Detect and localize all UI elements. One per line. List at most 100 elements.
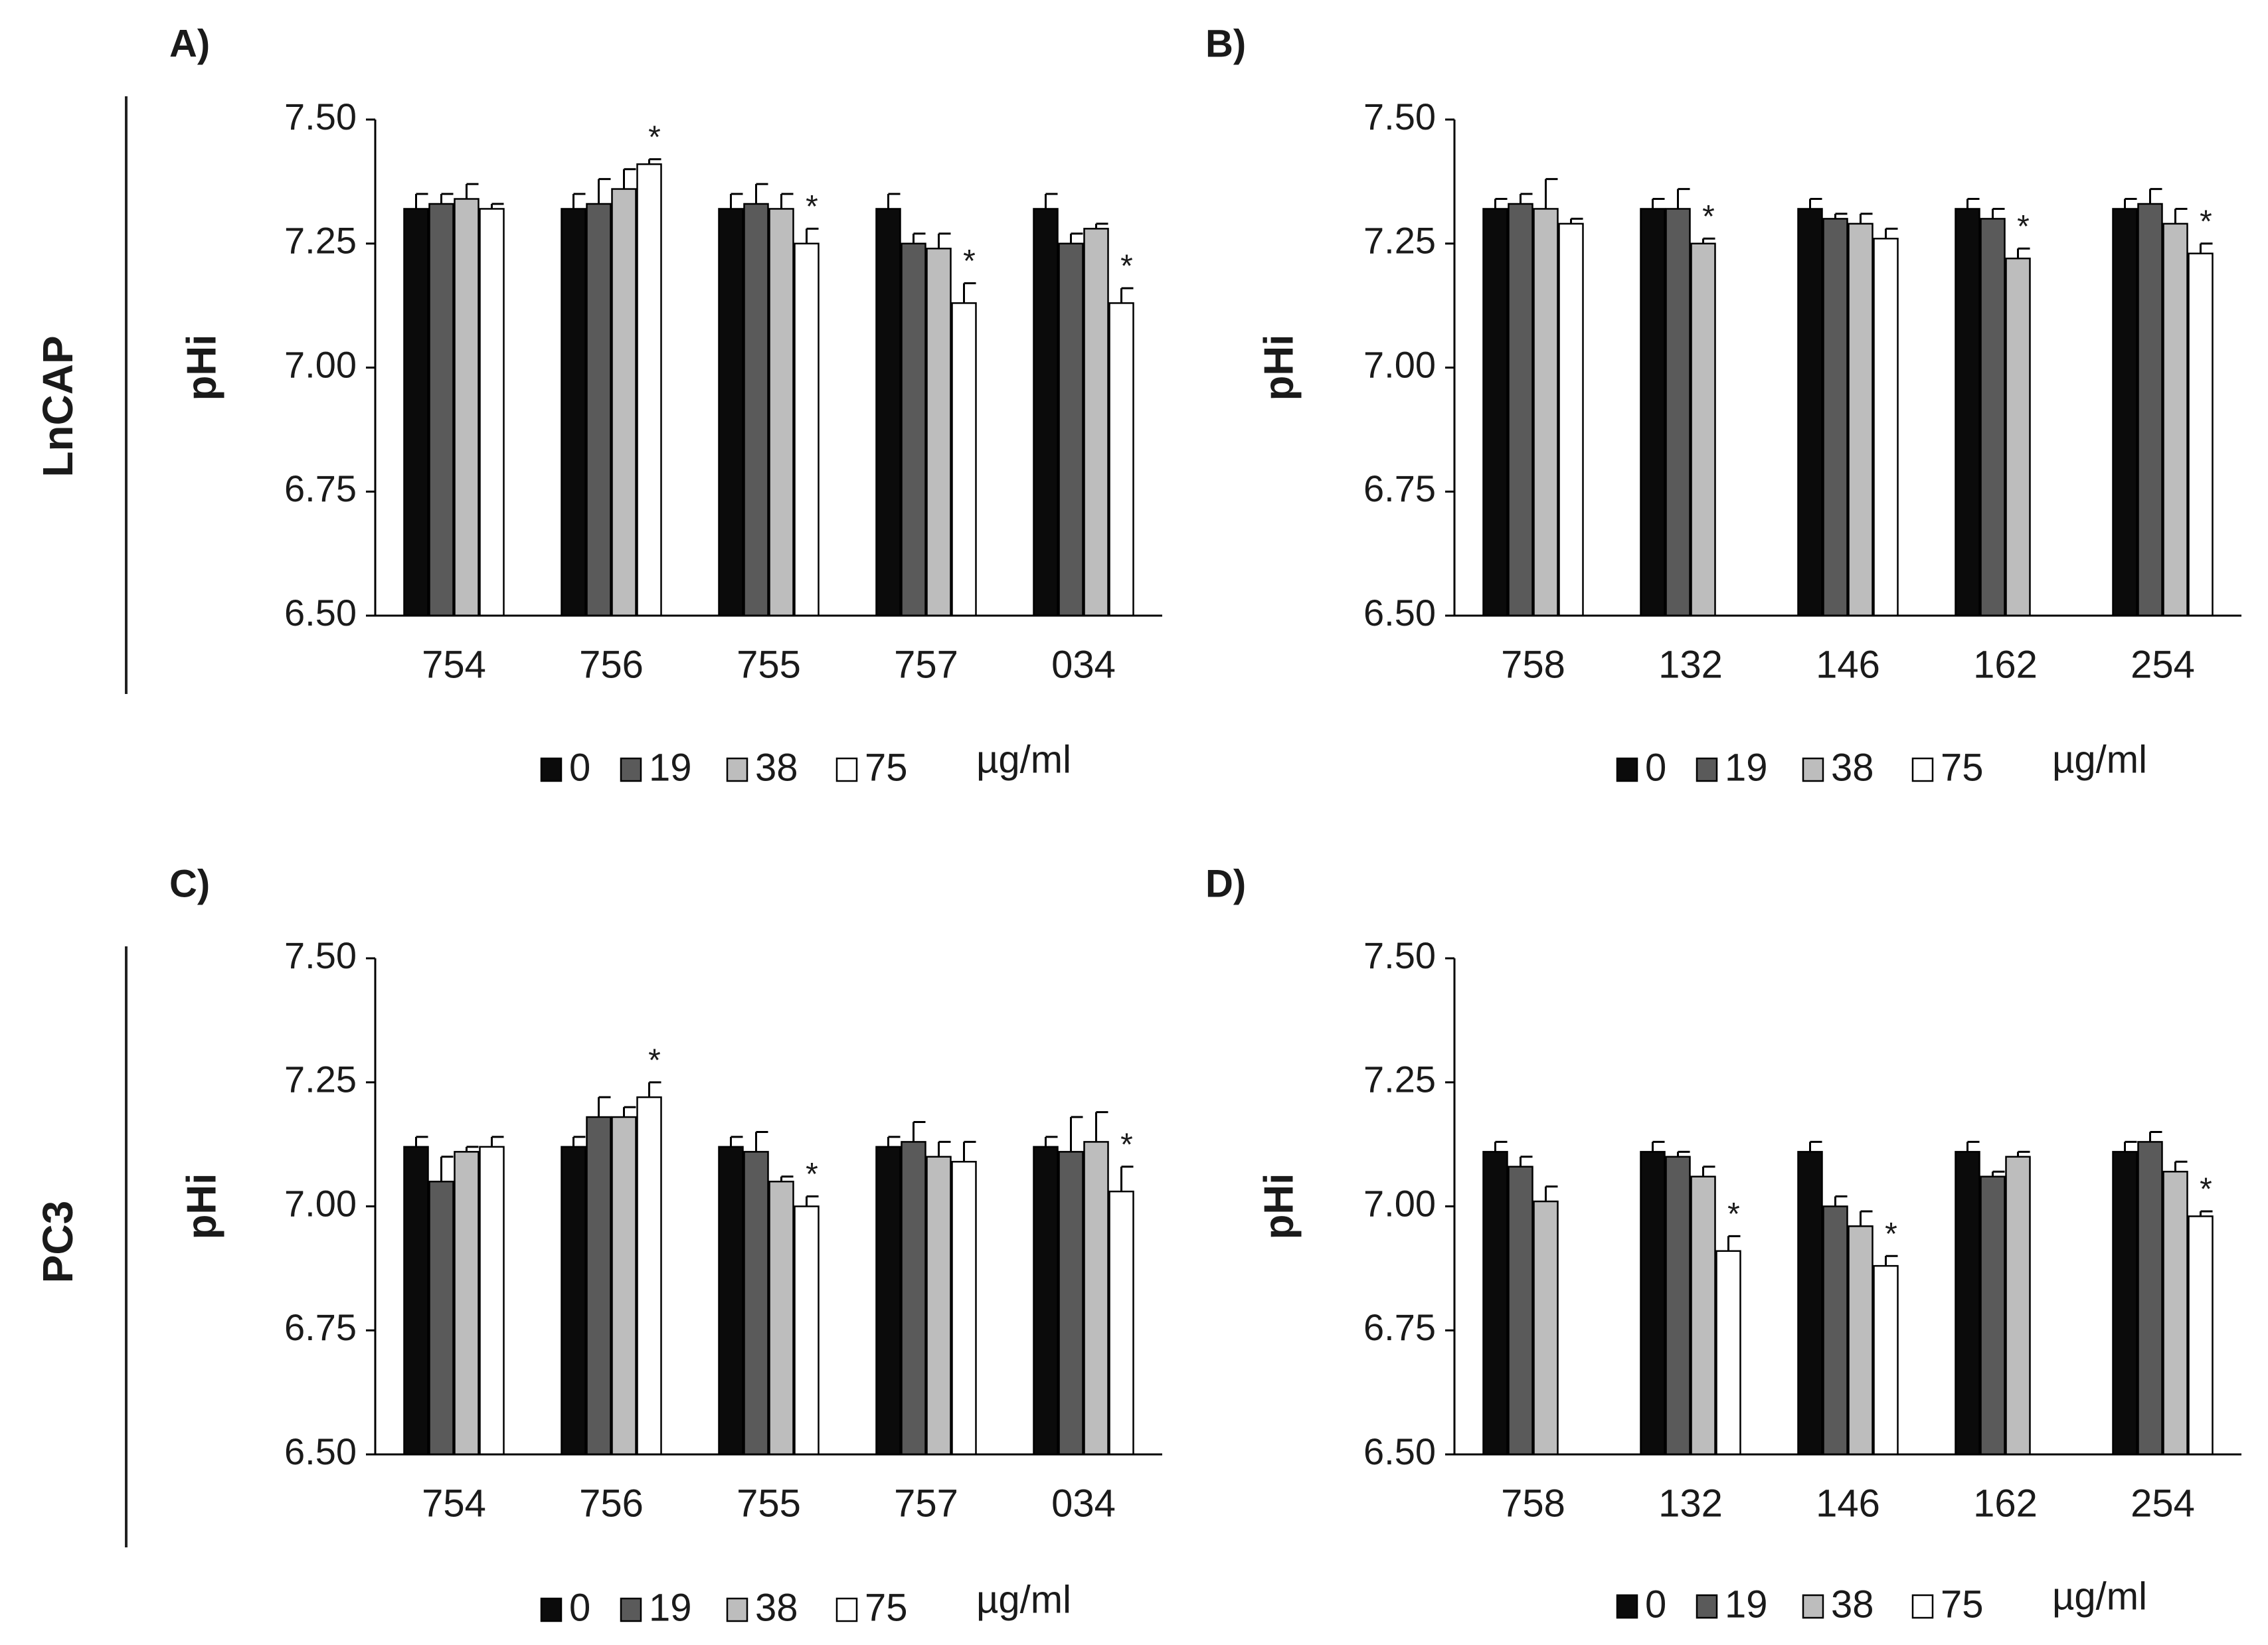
y-tick-label: 7.25 — [1363, 1059, 1436, 1100]
bar-034-38 — [1083, 228, 1109, 617]
bar-756-75 — [636, 163, 662, 617]
significance-marker: * — [1702, 199, 1715, 234]
bar-756-19 — [586, 203, 612, 617]
bar-034-0 — [1033, 1146, 1059, 1456]
bar-758-75 — [1558, 222, 1584, 617]
bar-146-0 — [1797, 1151, 1823, 1456]
chart-panels: A)pHi6.506.757.007.257.50754*756*755*757… — [169, 22, 2241, 1629]
bar-162-19 — [1980, 1175, 2006, 1456]
bar-756-0 — [561, 1146, 586, 1456]
x-tick-label: 254 — [2131, 643, 2195, 686]
bar-132-38 — [1690, 242, 1716, 617]
bar-132-19 — [1665, 208, 1691, 617]
legend-label: 19 — [1725, 746, 1768, 789]
legend-swatch-19 — [620, 1597, 642, 1622]
bar-146-38 — [1848, 222, 1874, 617]
legend-swatch-0 — [540, 757, 563, 782]
bar-034-0 — [1033, 208, 1059, 617]
x-tick-label: 034 — [1051, 643, 1116, 686]
y-axis-label: pHi — [1256, 1173, 1302, 1240]
legend-label: 38 — [1831, 746, 1874, 789]
legend-swatch-38 — [726, 757, 748, 782]
legend: 0 19 38 75 µg/ml — [540, 1578, 1071, 1629]
row-labels: LnCAP PC3 — [34, 96, 128, 1547]
bar-757-19 — [901, 242, 926, 617]
legend: 0 19 38 75 µg/ml — [1616, 738, 2147, 789]
bar-756-75 — [636, 1096, 662, 1456]
bar-758-0 — [1482, 1151, 1508, 1456]
x-tick-label: 755 — [737, 643, 801, 686]
legend-swatch-0 — [540, 1597, 563, 1622]
bar-254-75 — [2188, 252, 2214, 617]
bar-146-19 — [1822, 218, 1848, 617]
bar-146-38 — [1848, 1225, 1874, 1456]
bar-758-38 — [1533, 208, 1559, 617]
y-axis-label: pHi — [179, 1173, 224, 1240]
legend-label: 19 — [649, 746, 692, 789]
y-tick-label: 7.25 — [284, 1059, 357, 1100]
significance-marker: * — [648, 120, 661, 155]
bar-034-19 — [1058, 1151, 1084, 1456]
bar-754-75 — [479, 1146, 505, 1456]
bar-162-0 — [1955, 208, 1980, 617]
legend-swatch-19 — [620, 757, 642, 782]
x-tick-label: 146 — [1816, 1482, 1880, 1525]
legend-label: 0 — [1645, 1583, 1666, 1626]
x-tick-label: 132 — [1658, 1482, 1723, 1525]
x-tick-label: 756 — [579, 1482, 644, 1525]
legend: 0 19 38 75 µg/ml — [1616, 1575, 2147, 1626]
significance-marker: * — [2017, 209, 2030, 244]
bar-755-0 — [718, 208, 744, 617]
legend-label: 0 — [569, 1586, 590, 1629]
panel-a: A)pHi6.506.757.007.257.50754*756*755*757… — [169, 22, 1162, 789]
bar-757-75 — [951, 1161, 977, 1456]
legend-swatch-0 — [1616, 1594, 1638, 1619]
panel-d: D) pHi 6.50 6.75 7.00 7.25 7.50 758 * 132 * 146 162 *… — [1205, 862, 2241, 1626]
bar-254-0 — [2112, 1151, 2138, 1456]
bar-758-19 — [1508, 1166, 1533, 1456]
bar-162-19 — [1980, 218, 2006, 617]
legend-swatch-38 — [1802, 757, 1824, 782]
panel-letter: D) — [1205, 862, 1246, 905]
y-tick-label: 7.25 — [1363, 220, 1436, 262]
bar-754-0 — [403, 1146, 429, 1456]
panel-b: B) pHi 6.50 6.75 7.00 7.25 7.50 758 * 132 146 * 162 *… — [1205, 22, 2241, 789]
bar-758-0 — [1482, 208, 1508, 617]
row-label-lncap: LnCAP — [34, 335, 82, 477]
bar-754-19 — [428, 203, 454, 617]
bar-146-0 — [1797, 208, 1823, 617]
y-tick-label: 7.00 — [284, 343, 357, 385]
y-tick-label: 6.75 — [284, 1306, 357, 1348]
y-tick-label: 7.00 — [1363, 343, 1436, 385]
panel-letter: B) — [1205, 22, 1246, 65]
legend-label: 38 — [755, 746, 798, 789]
bar-757-0 — [875, 1146, 901, 1456]
bar-034-75 — [1108, 302, 1134, 617]
legend-swatch-38 — [726, 1597, 748, 1622]
bar-162-0 — [1955, 1151, 1980, 1456]
bar-754-38 — [454, 1151, 480, 1456]
y-tick-label: 7.25 — [284, 220, 357, 262]
x-tick-label: 755 — [737, 1482, 801, 1525]
y-tick-label: 7.50 — [284, 96, 357, 137]
bar-254-19 — [2137, 1141, 2163, 1456]
y-tick-label: 6.50 — [284, 1430, 357, 1472]
significance-marker: * — [1120, 1127, 1133, 1162]
legend-swatch-75 — [835, 757, 858, 782]
bar-034-75 — [1108, 1190, 1134, 1456]
x-tick-label: 758 — [1501, 1482, 1565, 1525]
y-axis-label: pHi — [179, 335, 224, 401]
row-label-pc3: PC3 — [34, 1201, 82, 1284]
legend-label: 75 — [1941, 746, 1984, 789]
bar-756-38 — [611, 1116, 637, 1456]
y-tick-label: 6.50 — [1363, 592, 1436, 634]
bar-146-75 — [1873, 238, 1899, 617]
legend-label: 19 — [649, 1586, 692, 1629]
significance-marker: * — [1885, 1217, 1897, 1252]
legend-swatch-19 — [1696, 757, 1718, 782]
significance-marker: * — [963, 244, 976, 279]
bar-146-75 — [1873, 1264, 1899, 1456]
y-tick-label: 6.75 — [284, 468, 357, 509]
x-tick-label: 758 — [1501, 643, 1565, 686]
